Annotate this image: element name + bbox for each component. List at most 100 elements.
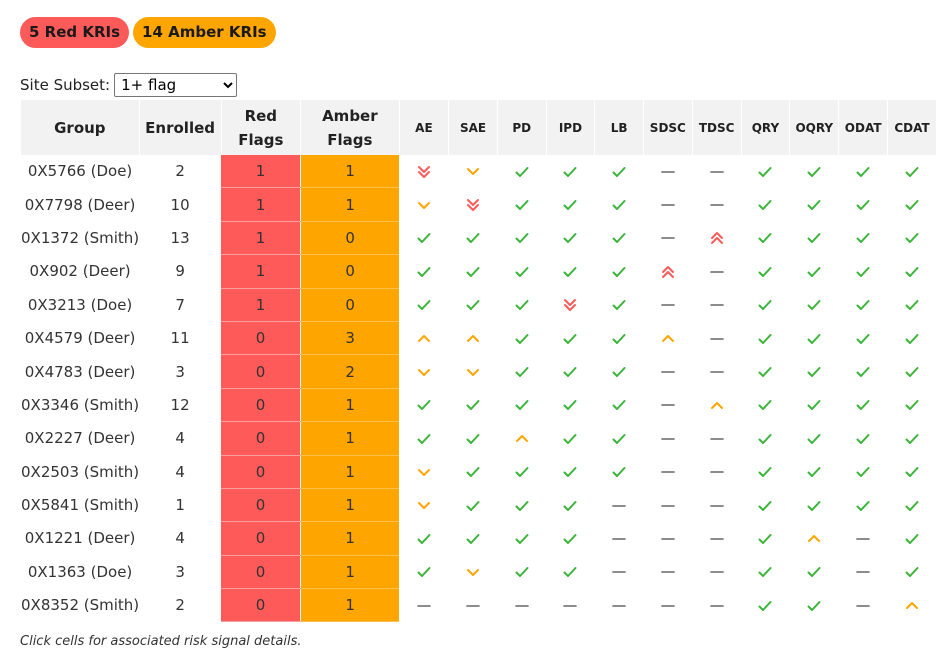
kri-cell-sdsc[interactable] [643, 455, 692, 488]
kri-cell-sae[interactable] [449, 188, 498, 221]
kri-cell-tdsc[interactable] [692, 221, 741, 254]
kri-cell-oqry[interactable] [790, 455, 839, 488]
group-cell[interactable]: 0X1363 (Doe) [27, 562, 133, 581]
kri-cell-ae[interactable] [399, 522, 449, 555]
kri-cell-tdsc[interactable] [692, 388, 741, 421]
kri-cell-odat[interactable] [839, 188, 888, 221]
kri-cell-ae[interactable] [399, 488, 449, 521]
red-flags-cell[interactable]: 0 [221, 455, 302, 489]
red-kri-badge[interactable]: 5 Red KRIs [20, 17, 130, 48]
kri-cell-sae[interactable] [449, 589, 498, 622]
col-header-enrolled[interactable]: Enrolled [139, 100, 222, 155]
group-cell[interactable]: 0X3213 (Doe) [27, 295, 133, 314]
red-flags-cell[interactable]: 0 [221, 388, 302, 423]
kri-cell-ae[interactable] [399, 288, 449, 321]
kri-cell-tdsc[interactable] [692, 455, 741, 488]
kri-cell-qry[interactable] [741, 388, 790, 421]
kri-cell-cdat[interactable] [888, 221, 937, 254]
kri-cell-oqry[interactable] [790, 589, 839, 622]
kri-cell-ipd[interactable] [546, 355, 595, 388]
kri-cell-ae[interactable] [399, 155, 449, 188]
kri-cell-ipd[interactable] [546, 188, 595, 221]
kri-cell-ipd[interactable] [546, 488, 595, 521]
amber-flags-cell[interactable]: 0 [300, 288, 400, 322]
kri-cell-qry[interactable] [741, 422, 790, 455]
kri-cell-tdsc[interactable] [692, 488, 741, 521]
kri-cell-oqry[interactable] [790, 155, 839, 188]
kri-cell-sae[interactable] [449, 455, 498, 488]
kri-cell-ipd[interactable] [546, 155, 595, 188]
kri-cell-tdsc[interactable] [692, 321, 741, 354]
kri-cell-tdsc[interactable] [692, 288, 741, 321]
kri-cell-sdsc[interactable] [643, 555, 692, 588]
col-header-group[interactable]: Group [21, 100, 140, 155]
kri-cell-oqry[interactable] [790, 355, 839, 388]
kri-cell-odat[interactable] [839, 355, 888, 388]
kri-cell-ae[interactable] [399, 321, 449, 354]
kri-cell-tdsc[interactable] [692, 555, 741, 588]
kri-cell-sdsc[interactable] [643, 522, 692, 555]
kri-cell-lb[interactable] [595, 155, 644, 188]
red-flags-cell[interactable]: 0 [221, 488, 302, 523]
kri-cell-lb[interactable] [595, 522, 644, 555]
kri-cell-oqry[interactable] [790, 388, 839, 421]
kri-cell-sae[interactable] [449, 221, 498, 254]
kri-cell-ae[interactable] [399, 255, 449, 288]
table-row[interactable]: 0X3213 (Doe) 7 1 0 [21, 288, 937, 322]
amber-flags-cell[interactable]: 0 [300, 254, 400, 289]
kri-cell-odat[interactable] [839, 221, 888, 254]
red-flags-cell[interactable]: 1 [221, 187, 302, 222]
kri-cell-odat[interactable] [839, 455, 888, 488]
kri-cell-tdsc[interactable] [692, 522, 741, 555]
kri-cell-ae[interactable] [399, 355, 449, 388]
red-flags-cell[interactable]: 0 [221, 588, 302, 623]
kri-cell-qry[interactable] [741, 221, 790, 254]
group-cell[interactable]: 0X4783 (Deer) [24, 362, 136, 381]
kri-cell-sae[interactable] [449, 288, 498, 321]
kri-cell-lb[interactable] [595, 589, 644, 622]
kri-cell-sae[interactable] [449, 255, 498, 288]
kri-cell-cdat[interactable] [888, 355, 937, 388]
kri-cell-cdat[interactable] [888, 555, 937, 588]
kri-cell-qry[interactable] [741, 555, 790, 588]
kri-cell-sae[interactable] [449, 422, 498, 455]
kri-cell-qry[interactable] [741, 155, 790, 188]
kri-cell-odat[interactable] [839, 555, 888, 588]
kri-cell-oqry[interactable] [790, 522, 839, 555]
kri-cell-tdsc[interactable] [692, 188, 741, 221]
kri-cell-sae[interactable] [449, 155, 498, 188]
group-cell[interactable]: 0X5766 (Doe) [27, 162, 133, 181]
kri-cell-lb[interactable] [595, 388, 644, 421]
amber-flags-cell[interactable]: 1 [300, 521, 400, 556]
kri-cell-pd[interactable] [497, 221, 546, 254]
kri-cell-sae[interactable] [449, 355, 498, 388]
amber-flags-cell[interactable]: 0 [300, 221, 400, 256]
kri-cell-tdsc[interactable] [692, 155, 741, 188]
kri-cell-ipd[interactable] [546, 388, 595, 421]
amber-flags-cell[interactable]: 1 [300, 155, 400, 189]
amber-flags-cell[interactable]: 1 [300, 187, 400, 222]
table-row[interactable]: 0X902 (Deer) 9 1 0 [21, 254, 937, 289]
kri-cell-ae[interactable] [399, 221, 449, 254]
kri-cell-tdsc[interactable] [692, 355, 741, 388]
col-header-ipd[interactable]: IPD [546, 100, 596, 155]
red-flags-cell[interactable]: 0 [221, 555, 302, 590]
kri-cell-sdsc[interactable] [643, 221, 692, 254]
kri-cell-odat[interactable] [839, 422, 888, 455]
kri-cell-ae[interactable] [399, 455, 449, 488]
table-row[interactable]: 0X2503 (Smith) 4 0 1 [21, 455, 937, 489]
amber-flags-cell[interactable]: 1 [300, 455, 400, 489]
kri-cell-qry[interactable] [741, 488, 790, 521]
kri-cell-lb[interactable] [595, 221, 644, 254]
group-cell[interactable]: 0X7798 (Deer) [24, 195, 136, 214]
kri-cell-sdsc[interactable] [643, 321, 692, 354]
group-cell[interactable]: 0X1221 (Deer) [24, 529, 136, 548]
kri-cell-oqry[interactable] [790, 188, 839, 221]
col-header-sdsc[interactable]: SDSC [643, 100, 693, 155]
kri-cell-ipd[interactable] [546, 455, 595, 488]
kri-cell-sdsc[interactable] [643, 388, 692, 421]
amber-flags-cell[interactable]: 2 [300, 354, 400, 389]
kri-cell-ipd[interactable] [546, 522, 595, 555]
amber-flags-cell[interactable]: 3 [300, 321, 400, 356]
table-row[interactable]: 0X2227 (Deer) 4 0 1 [21, 421, 937, 456]
